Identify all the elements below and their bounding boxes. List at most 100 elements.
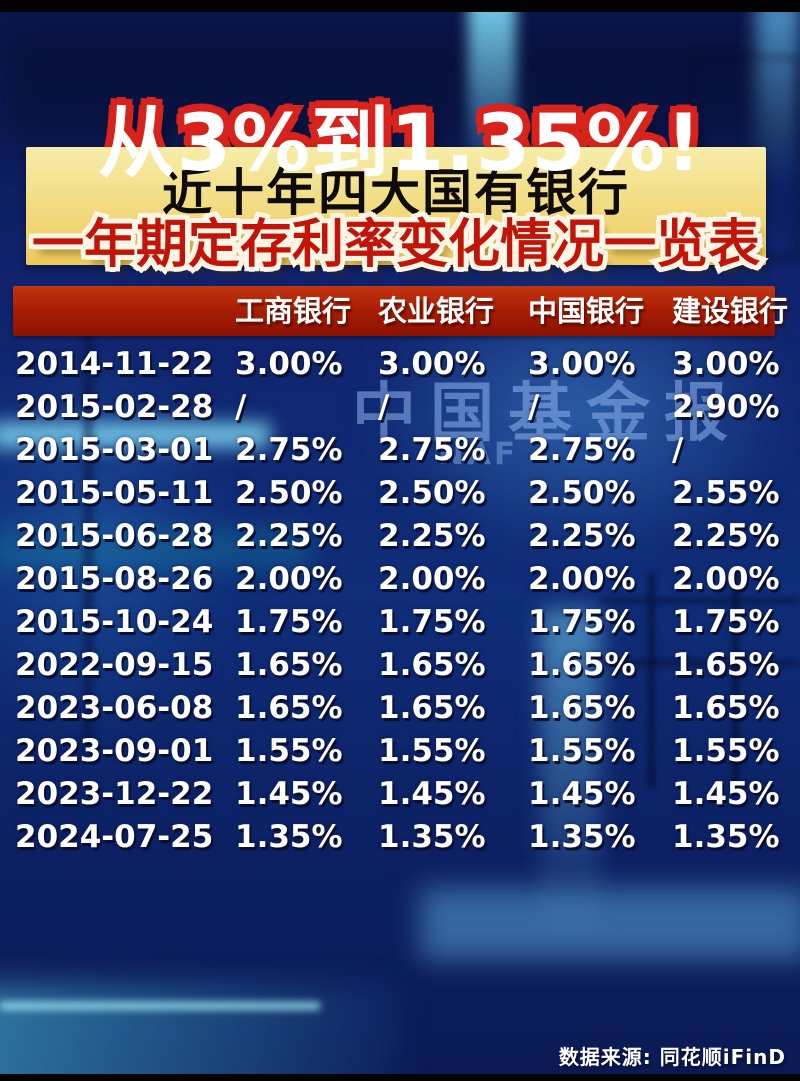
rate-value: 3.00%: [528, 346, 636, 382]
rate-value: 1.45%: [528, 776, 636, 812]
table-row: 2015-08-26 2.00% 2.00% 2.00% 2.00%: [13, 558, 780, 601]
row-date: 2023-06-08: [15, 690, 214, 726]
row-date: 2022-09-15: [15, 647, 214, 683]
rate-value: /: [528, 389, 540, 425]
rate-value: 2.90%: [672, 389, 780, 425]
rate-value: 2.00%: [378, 561, 486, 597]
row-date: 2015-03-01: [15, 432, 214, 468]
rate-value: 2.25%: [528, 518, 636, 554]
row-date: 2014-11-22: [15, 346, 214, 382]
rate-value: 2.55%: [672, 475, 780, 511]
background-light-band: [0, 528, 310, 570]
table-header-bank: 中国银行: [528, 294, 645, 328]
rate-value: 1.65%: [378, 647, 486, 683]
row-date: 2015-02-28: [15, 389, 214, 425]
rate-value: 1.45%: [672, 776, 780, 812]
rate-value: 3.00%: [235, 346, 343, 382]
row-date: 2015-10-24: [15, 604, 214, 640]
table-row: 2014-11-22 3.00% 3.00% 3.00% 3.00%: [13, 343, 780, 386]
background-light-band: [420, 888, 800, 960]
background-light-band: [0, 422, 270, 448]
rate-value: 2.25%: [672, 518, 780, 554]
table-body: 2014-11-22 3.00% 3.00% 3.00% 3.00% 2015-02-28…: [13, 343, 780, 859]
table-row: 2015-05-11 2.50% 2.50% 2.50% 2.55%: [13, 472, 780, 515]
background-grid-line: [648, 572, 655, 787]
rate-value: 2.75%: [235, 432, 343, 468]
data-source-label: 数据来源: 同花顺iFinD: [558, 1045, 786, 1069]
rate-value: 1.65%: [672, 647, 780, 683]
background-shade: [0, 28, 800, 146]
row-date: 2015-06-28: [15, 518, 214, 554]
subtitle-line1: 近十年四大国有银行: [162, 164, 630, 222]
rate-value: 3.00%: [672, 346, 780, 382]
rate-value: 1.65%: [528, 690, 636, 726]
rate-value: 1.35%: [378, 819, 486, 855]
table-header-row: 工商银行 农业银行 中国银行 建设银行: [13, 286, 788, 336]
row-date: 2023-12-22: [15, 776, 214, 812]
rate-value: 2.50%: [378, 475, 486, 511]
background-corner-glow: [0, 985, 400, 1081]
subtitle-line2: 一年期定存利率变化情况一览表 一年期定存利率变化情况一览表: [26, 202, 766, 280]
rate-value: 1.75%: [378, 604, 486, 640]
table-header-date: [13, 286, 235, 336]
table-row: 2015-03-01 2.75% 2.75% 2.75% /: [13, 429, 775, 472]
rate-value: 2.50%: [235, 475, 343, 511]
watermark-latin: NAF: [438, 436, 519, 472]
watermark-chinese: 中国基金报: [352, 376, 742, 451]
rate-value: 2.00%: [672, 561, 780, 597]
table-header-bank: 农业银行: [378, 294, 495, 328]
rate-value: 1.55%: [528, 733, 636, 769]
background-grid-line: [600, 598, 800, 604]
rate-value: 1.35%: [672, 819, 780, 855]
row-date: 2023-09-01: [15, 733, 214, 769]
rate-value: /: [235, 389, 247, 425]
rate-value: 3.00%: [378, 346, 486, 382]
rate-value: /: [672, 432, 684, 468]
rate-value: 1.55%: [378, 733, 486, 769]
page-title-text: 从3%到1.35%!: [97, 99, 703, 190]
rate-value: 1.55%: [235, 733, 343, 769]
background-light-line: [0, 1002, 320, 1010]
rate-value: 1.45%: [378, 776, 486, 812]
rate-value: 2.00%: [528, 561, 636, 597]
table-row: 2023-09-01 1.55% 1.55% 1.55% 1.55%: [13, 730, 780, 773]
rate-value: 1.45%: [235, 776, 343, 812]
row-date: 2015-05-11: [15, 475, 214, 511]
rate-value: 2.25%: [378, 518, 486, 554]
background-grid-line: [84, 330, 93, 750]
rate-value: 1.65%: [235, 647, 343, 683]
rate-value: 1.65%: [235, 690, 343, 726]
rate-value: 1.75%: [235, 604, 343, 640]
rate-value: 1.75%: [672, 604, 780, 640]
letterbox-bar-bottom: [0, 1074, 800, 1081]
table-row: 2015-06-28 2.25% 2.25% 2.25% 2.25%: [13, 515, 780, 558]
rate-value: 1.35%: [235, 819, 343, 855]
background-grid-line: [732, 572, 739, 787]
background-grid-line: [600, 660, 800, 666]
table-row: 2015-02-28 / / / 2.90%: [13, 386, 780, 429]
subtitle-banner: 近十年四大国有银行 一年期定存利率变化情况一览表 一年期定存利率变化情况一览表: [26, 147, 766, 280]
subtitle-line2-outline: 一年期定存利率变化情况一览表: [27, 211, 764, 280]
page-title: 从3%到1.35%! 从3%到1.35%!: [0, 95, 800, 194]
letterbox-bar-top: [0, 0, 800, 12]
subtitle-line2-text: 一年期定存利率变化情况一览表: [31, 215, 760, 275]
rate-value: /: [378, 389, 390, 425]
background-glow: [0, 330, 240, 750]
table-header-bank: 建设银行: [672, 294, 789, 328]
rate-value: 1.65%: [528, 647, 636, 683]
rate-value: 1.75%: [528, 604, 636, 640]
rate-value: 2.50%: [528, 475, 636, 511]
rate-value: 2.00%: [235, 561, 343, 597]
rate-value: 2.25%: [235, 518, 343, 554]
row-date: 2024-07-25: [15, 819, 214, 855]
rate-value: 2.75%: [528, 432, 636, 468]
table-row: 2023-06-08 1.65% 1.65% 1.65% 1.65%: [13, 687, 780, 730]
table-row: 2024-07-25 1.35% 1.35% 1.35% 1.35%: [13, 816, 780, 859]
rate-value: 1.65%: [378, 690, 486, 726]
row-date: 2015-08-26: [15, 561, 214, 597]
rate-value: 1.35%: [528, 819, 636, 855]
table-row: 2023-12-22 1.45% 1.45% 1.45% 1.45%: [13, 773, 780, 816]
rate-value: 1.65%: [672, 690, 780, 726]
table-header-bank: 工商银行: [235, 294, 352, 328]
